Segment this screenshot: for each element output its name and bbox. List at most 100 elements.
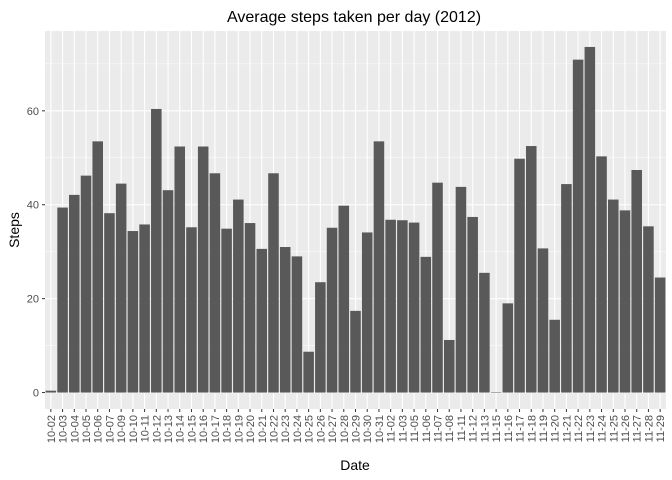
bar xyxy=(537,248,549,393)
bar xyxy=(361,232,373,393)
bar xyxy=(69,194,80,393)
bar xyxy=(467,216,478,393)
bar xyxy=(279,247,291,393)
x-tick-label: 11-23 xyxy=(585,415,597,442)
x-tick-label: 11-18 xyxy=(526,415,538,442)
bar xyxy=(350,310,361,393)
y-tick-label: 60 xyxy=(27,106,39,118)
bar xyxy=(338,205,350,393)
bars-group xyxy=(45,46,666,393)
x-tick-label: 11-20 xyxy=(550,415,562,442)
bar xyxy=(373,141,385,393)
bar xyxy=(256,248,268,393)
bar xyxy=(408,222,420,393)
bar xyxy=(80,175,92,393)
bar xyxy=(209,173,221,393)
x-tick-label: 10-29 xyxy=(351,415,363,443)
x-tick-label: 10-05 xyxy=(81,415,93,443)
x-tick-label: 10-13 xyxy=(163,415,175,443)
bar xyxy=(326,227,338,393)
x-tick-label: 10-11 xyxy=(140,415,152,442)
bar xyxy=(315,282,326,393)
x-tick-label: 10-28 xyxy=(339,415,351,443)
bar xyxy=(174,146,186,393)
x-tick-label: 10-23 xyxy=(280,415,292,443)
x-tick-label: 10-22 xyxy=(268,415,280,443)
x-axis-title: Date xyxy=(340,457,370,473)
bar xyxy=(654,277,666,393)
x-tick-label: 11-11 xyxy=(456,415,468,442)
bar xyxy=(186,227,197,393)
bar xyxy=(291,256,303,393)
x-tick-label: 10-17 xyxy=(210,415,222,443)
bar xyxy=(490,392,502,393)
bar xyxy=(631,169,642,393)
bar xyxy=(397,220,408,393)
bar xyxy=(127,231,139,393)
bar xyxy=(57,207,68,393)
bar xyxy=(525,146,537,393)
bar xyxy=(139,224,150,393)
bar xyxy=(502,303,514,393)
x-tick-label: 10-25 xyxy=(304,415,316,443)
x-tick-label: 10-02 xyxy=(46,415,58,443)
x-tick-label: 11-21 xyxy=(561,415,573,442)
x-tick-label: 10-04 xyxy=(69,415,81,443)
x-tick-label: 10-07 xyxy=(104,415,116,443)
x-tick-label: 11-28 xyxy=(643,415,655,442)
x-tick-label: 11-19 xyxy=(538,415,550,442)
x-tick-label: 11-27 xyxy=(632,415,644,442)
x-tick-label: 11-06 xyxy=(421,415,433,442)
x-tick-label: 10-14 xyxy=(175,415,187,443)
bar xyxy=(596,156,607,393)
y-axis-title: Steps xyxy=(6,212,22,248)
x-tick-label: 10-06 xyxy=(93,415,105,443)
bar xyxy=(221,228,232,393)
x-tick-label: 11-07 xyxy=(433,415,445,442)
y-tick-label: 20 xyxy=(27,294,39,306)
x-tick-label: 11-17 xyxy=(515,415,527,442)
x-tick-label: 11-25 xyxy=(608,415,620,442)
bar xyxy=(584,46,596,393)
x-tick-label: 10-19 xyxy=(233,415,245,443)
bar xyxy=(514,158,525,393)
x-tick-label: 11-16 xyxy=(503,415,515,442)
x-tick-label: 10-16 xyxy=(198,415,210,443)
x-axis: 10-02 10-03 10-04 10-05 10-06 10-07 10-09 10-10… xyxy=(46,409,667,443)
x-tick-label: 10-10 xyxy=(128,415,140,443)
x-tick-label: 10-12 xyxy=(151,415,163,443)
x-tick-label: 10-30 xyxy=(362,415,374,443)
bar xyxy=(104,213,115,393)
bar xyxy=(303,351,314,393)
bar xyxy=(608,199,619,393)
x-tick-label: 10-15 xyxy=(186,415,198,443)
x-tick-label: 11-15 xyxy=(491,415,503,442)
x-tick-label: 10-27 xyxy=(327,415,339,443)
x-tick-label: 10-21 xyxy=(257,415,269,443)
bar xyxy=(619,210,631,393)
bar xyxy=(572,59,584,393)
bar xyxy=(268,173,279,393)
bar xyxy=(549,319,560,393)
bar xyxy=(115,183,127,393)
chart-title: Average steps taken per day (2012) xyxy=(227,9,481,26)
bar xyxy=(244,223,256,393)
x-tick-label: 10-18 xyxy=(222,415,234,443)
x-tick-label: 11-05 xyxy=(409,415,421,442)
x-tick-label: 10-31 xyxy=(374,415,386,443)
bar xyxy=(92,141,103,393)
bar xyxy=(643,226,654,393)
x-tick-label: 11-03 xyxy=(397,415,409,442)
y-axis: 0 20 40 60 xyxy=(27,106,45,400)
bar xyxy=(432,182,443,393)
bar xyxy=(479,272,490,393)
x-tick-label: 10-24 xyxy=(292,415,304,443)
x-tick-label: 11-24 xyxy=(597,415,609,442)
bar xyxy=(233,199,244,393)
y-tick-label: 40 xyxy=(27,200,39,212)
bar xyxy=(151,108,162,393)
bar xyxy=(162,190,174,393)
y-tick-label: 0 xyxy=(33,388,39,400)
bar xyxy=(420,256,432,393)
